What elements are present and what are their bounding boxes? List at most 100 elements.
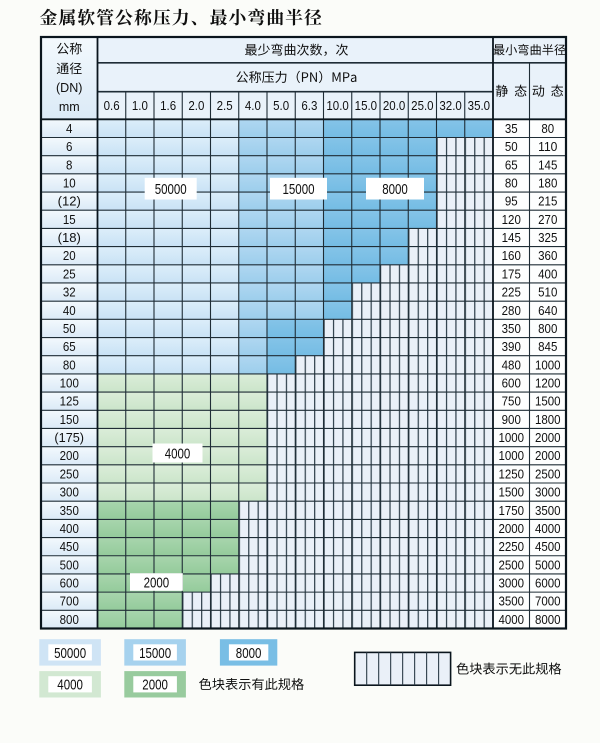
svg-text:3500: 3500 — [498, 595, 524, 609]
svg-text:10.0: 10.0 — [326, 98, 348, 113]
svg-text:6000: 6000 — [535, 577, 561, 591]
svg-text:145: 145 — [538, 158, 557, 172]
svg-text:5.0: 5.0 — [273, 98, 289, 113]
svg-text:15000: 15000 — [283, 181, 315, 198]
svg-text:10: 10 — [63, 176, 76, 190]
svg-text:2500: 2500 — [535, 467, 561, 481]
svg-text:35.0: 35.0 — [468, 98, 490, 113]
svg-text:20.0: 20.0 — [383, 98, 405, 113]
svg-text:120: 120 — [502, 213, 521, 227]
svg-text:1000: 1000 — [535, 358, 561, 372]
svg-text:8: 8 — [66, 158, 72, 172]
svg-text:2000: 2000 — [535, 449, 561, 463]
svg-text:8000: 8000 — [236, 645, 262, 662]
svg-text:1250: 1250 — [498, 467, 524, 481]
svg-text:15000: 15000 — [139, 645, 171, 662]
svg-text:32.0: 32.0 — [439, 98, 461, 113]
svg-text:800: 800 — [60, 613, 79, 627]
svg-text:65: 65 — [505, 158, 518, 172]
svg-text:1.0: 1.0 — [132, 98, 148, 113]
svg-text:50: 50 — [63, 322, 76, 336]
svg-text:2000: 2000 — [144, 574, 170, 591]
svg-text:1750: 1750 — [498, 504, 524, 518]
svg-text:50: 50 — [505, 140, 518, 154]
svg-text:6: 6 — [66, 140, 72, 154]
svg-text:400: 400 — [538, 267, 557, 281]
svg-text:3000: 3000 — [498, 577, 524, 591]
svg-text:270: 270 — [538, 213, 557, 227]
svg-text:4000: 4000 — [57, 677, 83, 694]
svg-text:3000: 3000 — [535, 486, 561, 500]
svg-text:80: 80 — [541, 122, 554, 136]
svg-text:125: 125 — [60, 395, 79, 409]
svg-text:32: 32 — [63, 286, 76, 300]
svg-text:4000: 4000 — [165, 445, 191, 462]
svg-text:mm: mm — [59, 100, 80, 114]
svg-text:4000: 4000 — [535, 522, 561, 536]
svg-text:25.0: 25.0 — [411, 98, 433, 113]
svg-text:480: 480 — [502, 358, 521, 372]
svg-text:250: 250 — [60, 467, 79, 481]
svg-text:150: 150 — [60, 413, 79, 427]
svg-text:900: 900 — [502, 413, 521, 427]
svg-text:4500: 4500 — [535, 540, 561, 554]
svg-text:1000: 1000 — [498, 431, 524, 445]
svg-text:80: 80 — [63, 358, 76, 372]
svg-text:2.0: 2.0 — [188, 98, 204, 113]
svg-text:(12): (12) — [58, 195, 81, 209]
svg-text:15.0: 15.0 — [355, 98, 377, 113]
svg-text:640: 640 — [538, 304, 557, 318]
svg-text:280: 280 — [502, 304, 521, 318]
svg-text:(DN): (DN) — [56, 81, 83, 95]
svg-text:2000: 2000 — [142, 677, 168, 694]
svg-text:0.6: 0.6 — [104, 98, 120, 113]
svg-text:50000: 50000 — [155, 181, 187, 198]
svg-text:300: 300 — [60, 486, 79, 500]
svg-text:8000: 8000 — [382, 181, 408, 198]
svg-text:750: 750 — [502, 395, 521, 409]
svg-text:50000: 50000 — [54, 645, 86, 662]
svg-text:200: 200 — [60, 449, 79, 463]
svg-text:65: 65 — [63, 340, 76, 354]
svg-text:845: 845 — [538, 340, 557, 354]
svg-text:700: 700 — [60, 595, 79, 609]
svg-text:80: 80 — [505, 176, 518, 190]
svg-text:1500: 1500 — [498, 486, 524, 500]
svg-text:325: 325 — [538, 231, 557, 245]
svg-text:1800: 1800 — [535, 413, 561, 427]
svg-text:600: 600 — [60, 577, 79, 591]
svg-text:500: 500 — [60, 558, 79, 572]
svg-text:390: 390 — [502, 340, 521, 354]
svg-text:1000: 1000 — [498, 449, 524, 463]
svg-text:510: 510 — [538, 286, 557, 300]
svg-text:2.5: 2.5 — [217, 98, 233, 113]
svg-text:6.3: 6.3 — [301, 98, 317, 113]
svg-text:5000: 5000 — [535, 558, 561, 572]
svg-text:175: 175 — [502, 267, 521, 281]
svg-text:1500: 1500 — [535, 395, 561, 409]
svg-text:(175): (175) — [54, 431, 84, 445]
svg-text:160: 160 — [502, 249, 521, 263]
svg-text:95: 95 — [505, 195, 518, 209]
svg-text:800: 800 — [538, 322, 557, 336]
svg-text:20: 20 — [63, 249, 76, 263]
svg-text:100: 100 — [60, 376, 79, 390]
svg-text:25: 25 — [63, 267, 76, 281]
svg-text:(18): (18) — [58, 231, 81, 245]
svg-text:145: 145 — [502, 231, 521, 245]
svg-text:180: 180 — [538, 176, 557, 190]
svg-text:600: 600 — [502, 376, 521, 390]
svg-text:360: 360 — [538, 249, 557, 263]
svg-text:1200: 1200 — [535, 376, 561, 390]
svg-text:1.6: 1.6 — [160, 98, 176, 113]
svg-text:225: 225 — [502, 286, 521, 300]
svg-text:4: 4 — [66, 122, 72, 136]
svg-text:110: 110 — [538, 140, 557, 154]
svg-text:2500: 2500 — [498, 558, 524, 572]
svg-text:215: 215 — [538, 195, 557, 209]
svg-text:35: 35 — [505, 122, 518, 136]
svg-text:4.0: 4.0 — [245, 98, 261, 113]
svg-text:2000: 2000 — [498, 522, 524, 536]
svg-text:2000: 2000 — [535, 431, 561, 445]
svg-text:3500: 3500 — [535, 504, 561, 518]
